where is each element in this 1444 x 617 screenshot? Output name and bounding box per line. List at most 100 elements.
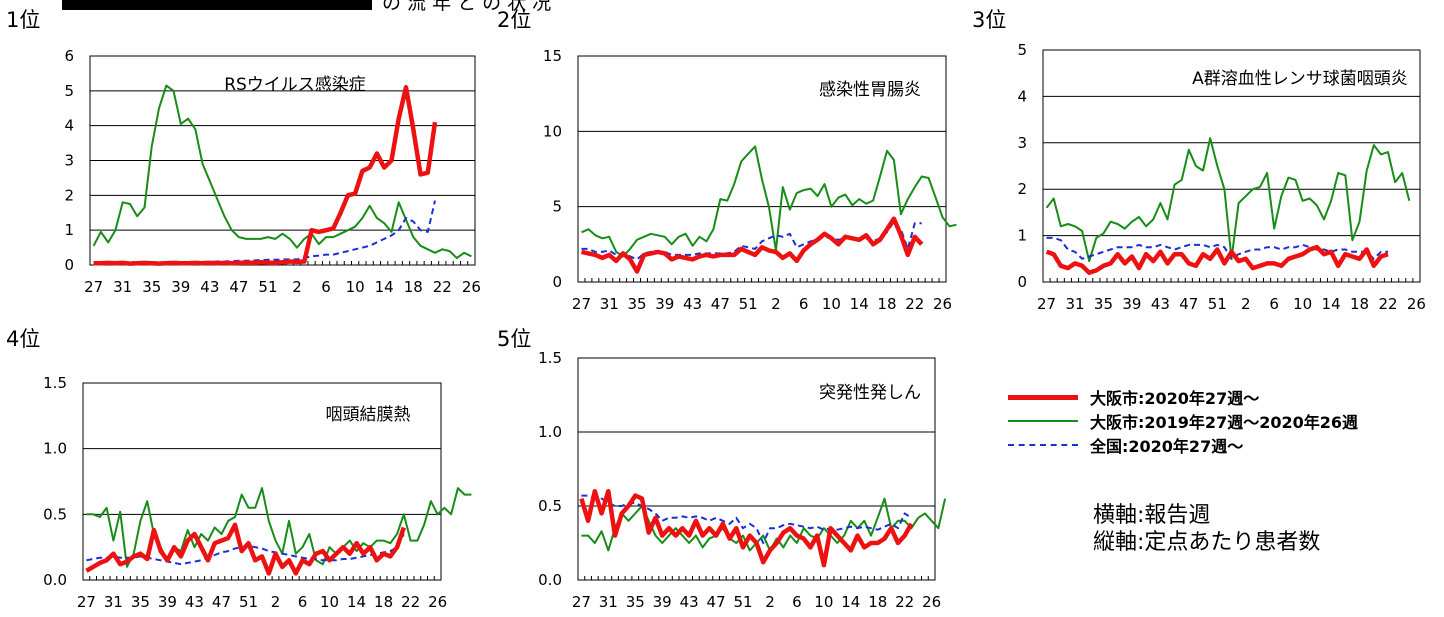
series-line-osaka-current <box>581 216 924 274</box>
legend-swatch-osaka-previous <box>1008 420 1078 422</box>
x-tick-label: 39 <box>158 593 177 611</box>
x-tick-label: 31 <box>1065 295 1084 313</box>
x-tick-label: 6 <box>792 593 802 611</box>
x-tick-label: 14 <box>841 593 860 611</box>
legend: 大阪市:2020年27週〜 大阪市:2019年27週〜2020年26週 全国:2… <box>1008 385 1358 457</box>
rank-label-4: 4位 <box>6 327 41 351</box>
x-tick-label: 27 <box>572 295 591 313</box>
series-line-national <box>581 494 912 544</box>
x-tick-label: 6 <box>799 295 809 313</box>
rank-label-5: 5位 <box>497 327 532 351</box>
x-tick-label: 22 <box>433 278 452 296</box>
x-tick-label: 18 <box>374 593 393 611</box>
x-tick-label: 31 <box>104 593 123 611</box>
x-tick-label: 51 <box>733 593 752 611</box>
chart-4: 0.00.51.01.527 31 35 39 43 47 51 2 6 10 14 18 22 26咽頭… <box>43 374 472 611</box>
x-tick-label: 47 <box>711 295 730 313</box>
x-tick-label: 22 <box>401 593 420 611</box>
x-tick-label: 43 <box>1151 295 1170 313</box>
y-tick-label: 4 <box>64 117 74 135</box>
x-tick-label: 51 <box>239 593 258 611</box>
x-tick-label: 26 <box>462 278 481 296</box>
y-tick-label: 5 <box>552 198 562 216</box>
plot-area <box>1042 49 1421 283</box>
x-tick-label: 27 <box>572 593 591 611</box>
y-tick-label: 0 <box>552 273 562 291</box>
x-tick-label: 14 <box>375 278 394 296</box>
y-tick-label: 4 <box>1017 87 1027 105</box>
x-tick-label: 2 <box>1241 295 1251 313</box>
y-axis-note: 縦軸:定点あたり患者数 <box>1093 530 1321 555</box>
x-tick-label: 47 <box>212 593 231 611</box>
y-tick-label: 1 <box>64 221 74 239</box>
y-tick-label: 6 <box>64 47 74 65</box>
x-tick-label: 22 <box>905 295 924 313</box>
x-tick-label: 47 <box>1179 295 1198 313</box>
x-tick-label: 10 <box>320 593 339 611</box>
series-line-national <box>581 220 922 261</box>
y-tick-label: 0.5 <box>538 497 562 515</box>
y-tick-label: 0 <box>64 256 74 274</box>
rank-label-2: 2位 <box>497 8 532 32</box>
x-tick-label: 27 <box>84 278 103 296</box>
x-tick-label: 2 <box>271 593 281 611</box>
y-tick-label: 3 <box>1017 134 1027 152</box>
series-line-national <box>93 200 436 265</box>
plot-area <box>82 382 442 581</box>
y-tick-label: 2 <box>64 186 74 204</box>
y-tick-label: 0 <box>1017 273 1027 291</box>
x-tick-label: 6 <box>321 278 331 296</box>
x-tick-label: 35 <box>626 593 645 611</box>
series-line-osaka-current <box>579 488 914 568</box>
chart-title: 咽頭結膜熱 <box>326 405 411 425</box>
x-tick-label: 51 <box>739 295 758 313</box>
y-tick-label: 1.0 <box>43 440 67 458</box>
x-tick-label: 18 <box>877 295 896 313</box>
legend-item-osaka-previous: 大阪市:2019年27週〜2020年26週 <box>1008 409 1358 433</box>
chart-title: RSウイルス感染症 <box>224 75 366 95</box>
x-tick-label: 10 <box>822 295 841 313</box>
y-tick-label: 10 <box>543 122 562 140</box>
rank-label-1: 1位 <box>6 8 41 32</box>
series-line-osaka-current <box>93 85 438 266</box>
legend-swatch-osaka-current <box>1008 394 1078 400</box>
x-tick-label: 22 <box>1378 295 1397 313</box>
x-tick-label: 35 <box>1094 295 1113 313</box>
x-tick-label: 31 <box>113 278 132 296</box>
legend-item-osaka-current: 大阪市:2020年27週〜 <box>1008 385 1358 409</box>
x-tick-label: 47 <box>229 278 248 296</box>
x-tick-label: 2 <box>765 593 775 611</box>
x-tick-label: 26 <box>1407 295 1426 313</box>
chart-title: 突発性発しん <box>819 383 921 403</box>
chart-title: 感染性胃腸炎 <box>819 80 921 100</box>
x-tick-label: 43 <box>200 278 219 296</box>
x-tick-label: 27 <box>1037 295 1056 313</box>
x-tick-label: 39 <box>171 278 190 296</box>
series-line-osaka-previous <box>86 487 472 568</box>
x-tick-label: 10 <box>346 278 365 296</box>
x-tick-label: 51 <box>1208 295 1227 313</box>
y-tick-label: 2 <box>1017 180 1027 198</box>
x-tick-label: 35 <box>131 593 150 611</box>
x-tick-label: 35 <box>142 278 161 296</box>
x-tick-label: 22 <box>895 593 914 611</box>
y-tick-label: 3 <box>64 152 74 170</box>
y-tick-label: 0.0 <box>538 571 562 589</box>
y-tick-label: 1.5 <box>538 349 562 367</box>
series-line-national <box>1046 236 1388 260</box>
partial-page-title: の 流 年 と の 状 况 <box>382 0 552 14</box>
x-tick-label: 10 <box>1293 295 1312 313</box>
y-tick-label: 0.0 <box>43 571 67 589</box>
legend-label-osaka-current: 大阪市:2020年27週〜 <box>1090 389 1260 408</box>
x-tick-label: 2 <box>771 295 781 313</box>
x-tick-label: 6 <box>1269 295 1279 313</box>
x-tick-label: 43 <box>683 295 702 313</box>
x-tick-label: 47 <box>707 593 726 611</box>
x-tick-label: 39 <box>655 295 674 313</box>
x-tick-label: 14 <box>1322 295 1341 313</box>
axis-note: 横軸:報告週 縦軸:定点あたり患者数 <box>1093 502 1320 556</box>
x-tick-label: 31 <box>599 593 618 611</box>
